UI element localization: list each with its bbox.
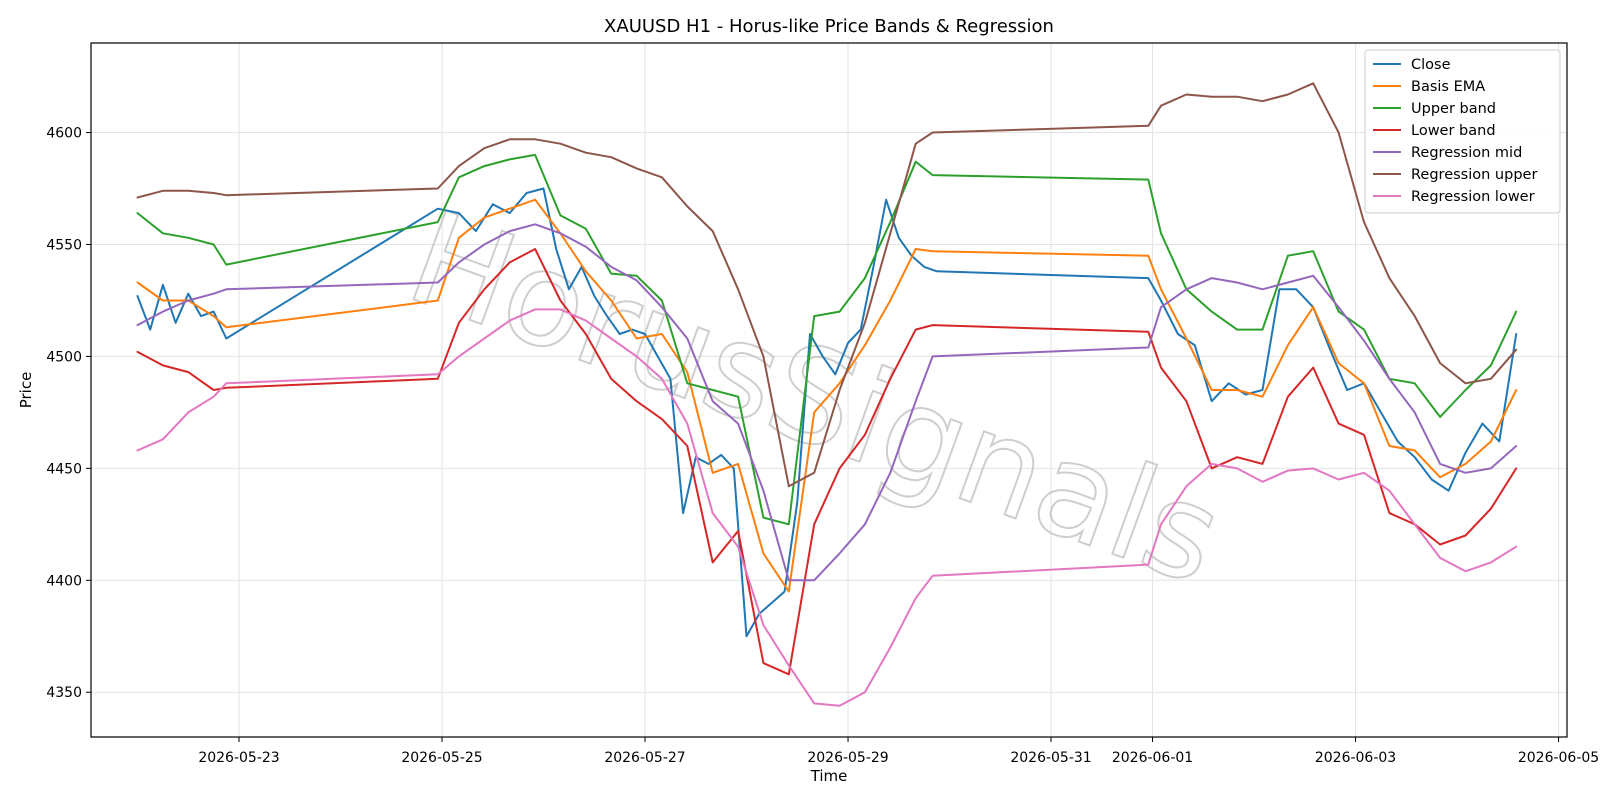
series-line-regression-upper [136,82,1518,488]
legend-label: Regression mid [1411,145,1522,161]
y-axis-ticks: 4350 4400 4450 4500 4550 4600 [46,126,91,701]
grid [91,43,1567,737]
x-tick-label: 2026-05-29 [807,750,888,766]
y-axis-label: Price [17,372,35,409]
x-tick-label: 2026-05-23 [198,750,279,766]
y-tick-label: 4600 [46,126,82,142]
y-tick-label: 4550 [46,237,82,253]
legend-label: Regression lower [1411,189,1535,205]
legend-label: Upper band [1411,101,1496,117]
y-tick-label: 4400 [46,573,82,589]
series-line-close [136,187,1518,638]
watermark-text: HorusSignals [391,181,1240,614]
x-tick-label: 2026-06-03 [1315,750,1396,766]
legend-label: Close [1411,57,1451,73]
x-axis-label: Time [810,767,848,785]
y-tick-label: 4450 [46,461,82,477]
x-tick-label: 2026-05-25 [401,750,482,766]
watermark: HorusSignals [390,180,1241,615]
y-tick-label: 4500 [46,349,82,365]
x-tick-label: 2026-05-31 [1010,750,1091,766]
series-line-upper-band [136,153,1518,526]
x-tick-label: 2026-06-05 [1518,750,1599,766]
legend-label: Lower band [1411,123,1496,139]
x-axis-ticks: 2026-05-23 2026-05-25 2026-05-27 2026-05-29… [198,737,1599,766]
series-line-lower-band [136,248,1518,676]
legend-box [1364,49,1561,214]
y-tick-label: 4350 [46,685,82,701]
series-lines [136,82,1518,707]
series-line-basis-ema [136,198,1518,593]
series-line-regression-mid [136,223,1518,582]
legend-label: Regression upper [1411,167,1537,183]
legend-label: Basis EMA [1411,79,1485,95]
plot-area [90,42,1568,738]
legend: Close Basis EMA Upper band Lower band Regres… [1364,49,1561,214]
chart-title: XAUUSD H1 - Horus-like Price Bands & Reg… [604,16,1054,37]
series-line-regression-lower [136,308,1518,707]
x-tick-label: 2026-05-27 [604,750,685,766]
x-tick-label: 2026-06-01 [1112,750,1193,766]
